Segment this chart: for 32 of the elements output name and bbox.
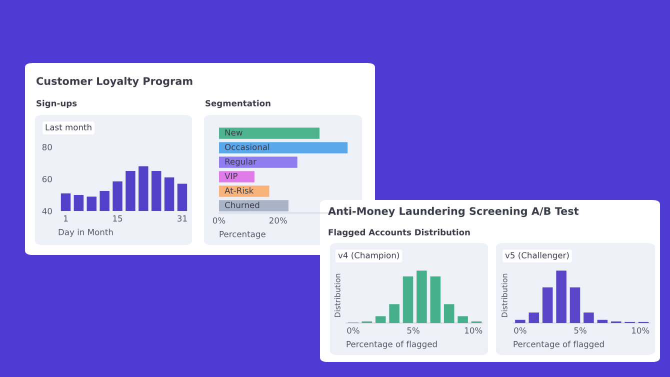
x-tick-label: 31 <box>178 215 187 222</box>
text: Last month <box>46 124 92 130</box>
x-axis-title: Percentage <box>220 231 266 239</box>
x-axis-title: Day in Month <box>58 228 113 237</box>
y-tick-label: 40 <box>42 208 52 214</box>
chart-subtitle: Sign-ups <box>36 100 77 108</box>
y-tick-label: Occasional <box>225 144 270 150</box>
y-tick-label: New <box>225 129 242 136</box>
y-tick-label: At-Risk <box>224 187 254 194</box>
x-tick-label: 10% <box>632 327 650 334</box>
x-tick-label: 0% <box>347 327 360 334</box>
x-tick-label: 5% <box>407 327 420 334</box>
y-tick-label: Regular <box>225 158 257 166</box>
x-tick-label: 1 <box>64 215 68 222</box>
x-tick-label: 15 <box>113 215 122 222</box>
x-tick-label: 20% <box>269 217 287 224</box>
text: v4 (Champion) <box>338 252 399 260</box>
x-tick-label: 5% <box>574 327 586 334</box>
x-tick-label: 0% <box>514 327 526 334</box>
chart-subtitle: Segmentation <box>206 100 270 108</box>
y-tick-label: Churned <box>225 202 260 208</box>
text: v5 (Challenger) <box>505 252 569 260</box>
y-tick-label: 60 <box>42 176 52 182</box>
x-axis-title: Percentage of flagged <box>514 340 604 349</box>
x-tick-label: 10% <box>465 327 482 334</box>
chart-title: Customer Loyalty Program <box>36 76 192 88</box>
y-tick-label: 80 <box>42 144 52 150</box>
y-tick-label: VIP <box>224 172 238 180</box>
chart-subtitle: Flagged Accounts Distribution <box>328 228 470 238</box>
x-axis-title: Percentage of flagged <box>346 340 437 349</box>
chart-title: Anti-Money Laundering Screening A/B Test <box>328 206 579 218</box>
x-tick-label: 0% <box>212 217 226 224</box>
